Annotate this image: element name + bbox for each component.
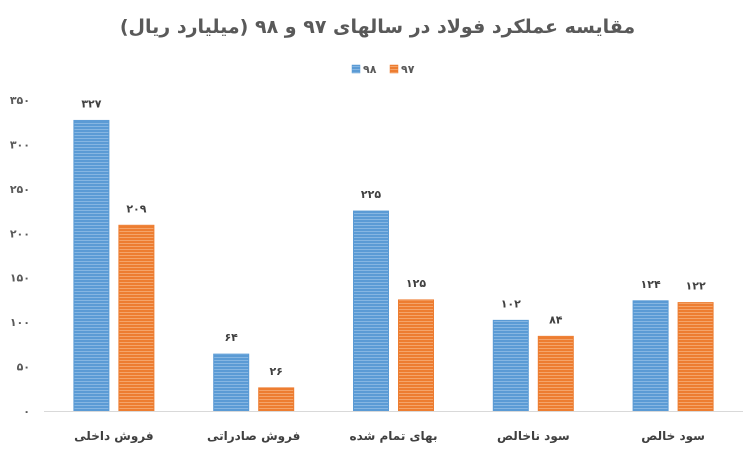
y-tick-label: ۱۵۰ <box>10 272 30 285</box>
bar-series-1 <box>118 224 155 412</box>
data-label: ۲۰۹ <box>126 202 146 215</box>
bar-series-0 <box>353 210 389 412</box>
y-tick-label: ۱۰۰ <box>10 316 30 329</box>
y-tick-label: ۲۰۰ <box>10 227 30 240</box>
y-axis: ۰ ۵۰ ۱۰۰ ۱۵۰ ۲۰۰ ۲۵۰ ۳۰۰ ۳۵۰ <box>10 94 30 418</box>
data-label: ۸۴ <box>549 313 563 326</box>
bars: ۳۲۷ ۲۰۹ ۶۴ ۲۶ ۲۲۵ ۱۲۵ ۱۰۲ ۸۴ ۱۲۴ ۱۲۲ <box>73 97 714 412</box>
data-label: ۱۲۲ <box>686 280 706 293</box>
bar-series-1 <box>398 299 434 412</box>
legend: ۹۸ ۹۷ <box>351 63 415 76</box>
bar-series-0 <box>632 300 669 412</box>
data-label: ۱۲۵ <box>406 277 426 290</box>
bar-series-0 <box>492 319 529 412</box>
y-tick-label: ۳۵۰ <box>10 94 30 107</box>
chart-title: مقایسه عملکرد فولاد در سالهای ۹۷ و ۹۸ (م… <box>119 16 636 38</box>
bar-series-0 <box>213 353 250 412</box>
category-label: فروش داخلی <box>74 429 153 444</box>
bar-series-1 <box>537 335 574 412</box>
y-tick-label: ۵۰ <box>17 361 30 374</box>
category-label: سود خالص <box>641 429 705 444</box>
data-label: ۶۴ <box>224 331 238 344</box>
y-tick-label: ۰ <box>23 405 30 418</box>
bar-series-0 <box>73 119 110 412</box>
category-label: فروش صادراتی <box>207 429 300 444</box>
data-label: ۲۶ <box>269 365 282 378</box>
legend-label: ۹۷ <box>401 63 415 76</box>
data-label: ۲۲۵ <box>361 188 381 201</box>
y-tick-label: ۳۰۰ <box>10 138 30 151</box>
category-label: بهای تمام شده <box>350 429 438 444</box>
data-label: ۱۰۲ <box>501 297 521 310</box>
data-label: ۳۲۷ <box>81 97 101 110</box>
bar-series-1 <box>258 387 295 412</box>
data-label: ۱۲۴ <box>641 278 661 291</box>
y-tick-label: ۲۵۰ <box>10 183 30 196</box>
bar-series-1 <box>677 302 714 412</box>
legend-swatch <box>389 64 399 74</box>
x-axis: فروش داخلی فروش صادراتی بهای تمام شده سود ن… <box>44 411 743 444</box>
category-label: سود ناخالص <box>497 429 570 444</box>
legend-swatch <box>351 64 361 74</box>
legend-label: ۹۸ <box>363 63 377 76</box>
